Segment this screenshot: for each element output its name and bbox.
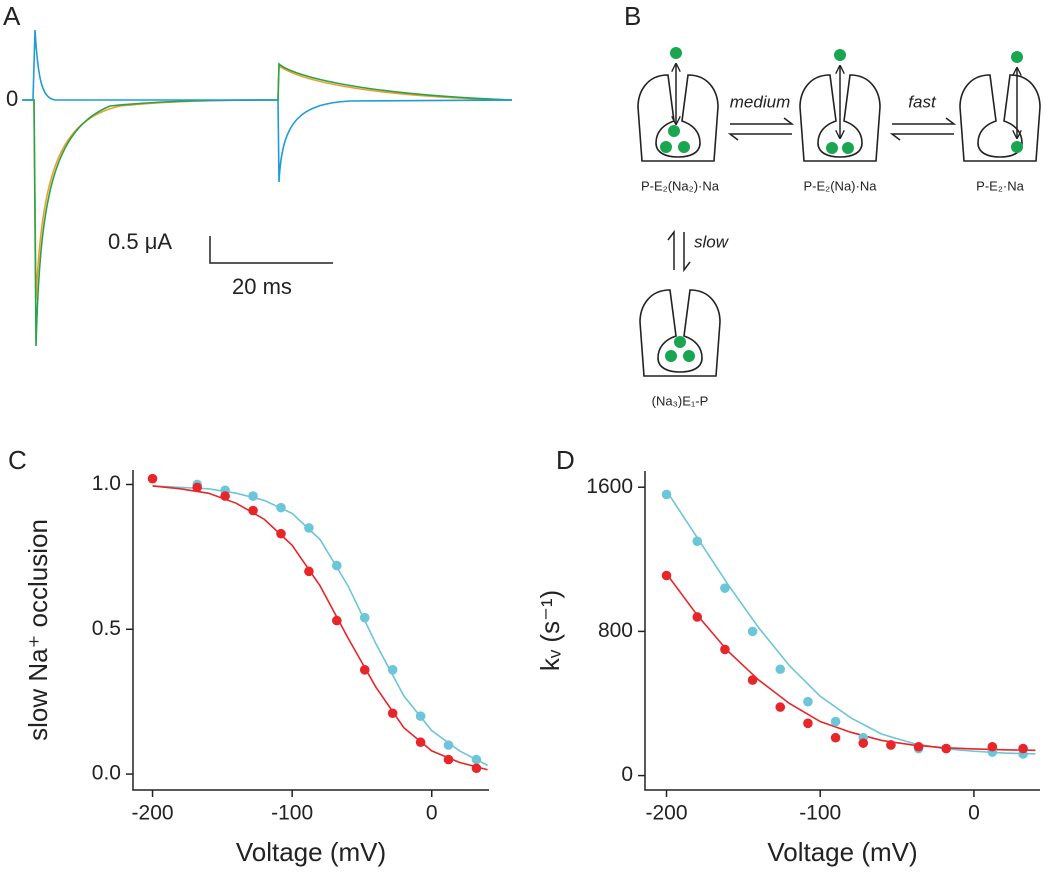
panel-label: A — [3, 1, 21, 31]
data-point — [830, 732, 841, 743]
data-point — [941, 743, 952, 754]
state-label: P-E₂·Na — [976, 178, 1024, 193]
trace — [22, 29, 513, 183]
panel-label: B — [624, 1, 641, 31]
data-point — [415, 737, 426, 748]
state-shape — [639, 289, 721, 377]
rate-label: fast — [908, 92, 937, 111]
arrows — [667, 64, 1017, 273]
y-tick-label: 0.5 — [92, 617, 121, 640]
zero-label: 0 — [6, 86, 18, 111]
rate-label: slow — [694, 232, 730, 251]
data-point — [830, 716, 841, 727]
diagram: P-E₂(Na₂)·Na P-E₂(Na)·Na P-E₂·Na (Na₃)E₁… — [637, 47, 1041, 408]
data-point — [747, 626, 758, 637]
traces — [22, 29, 513, 347]
x-tick-label: -100 — [271, 802, 313, 825]
fit-line — [665, 490, 1036, 755]
data-point — [332, 560, 342, 571]
data-point — [415, 711, 426, 721]
x-axis-label: Voltage (mV) — [767, 837, 917, 867]
y-tick-label: 1.0 — [92, 472, 121, 495]
data-point — [359, 665, 370, 675]
data-point — [220, 491, 230, 501]
data-point — [720, 583, 730, 593]
data-point — [276, 528, 286, 539]
data-point — [775, 664, 786, 675]
axis — [644, 471, 1040, 791]
state-shape — [959, 74, 1041, 162]
data-point — [304, 566, 314, 577]
fit-line — [152, 485, 488, 771]
data-point — [387, 708, 398, 719]
data-point — [443, 754, 454, 765]
data-point — [747, 675, 758, 685]
x-axis-label: Voltage (mV) — [236, 837, 386, 867]
scale-bar — [209, 236, 333, 264]
data-point — [471, 763, 482, 774]
data-point — [692, 536, 703, 547]
x-tick-label: -200 — [646, 802, 688, 825]
scale-label: 20 ms — [232, 274, 292, 299]
data-point — [692, 612, 703, 622]
data-point — [471, 754, 482, 765]
ions — [660, 47, 1023, 362]
data-point — [720, 644, 730, 655]
panel-label: C — [8, 445, 27, 475]
y-axis-label: kᵥ (s⁻¹) — [535, 590, 565, 671]
data-point — [443, 740, 454, 750]
data-point — [332, 615, 342, 626]
data-point — [661, 489, 672, 500]
x-tick-label: 0 — [426, 802, 438, 825]
y-tick-label: 0.0 — [92, 762, 121, 785]
state-shape — [637, 74, 719, 162]
data-point — [913, 741, 924, 752]
y-tick-label: 1600 — [586, 475, 633, 498]
state-label: (Na₃)E₁-P — [652, 393, 709, 408]
x-tick-label: 0 — [968, 802, 980, 825]
y-tick-label: 0 — [621, 763, 633, 786]
data-point — [1018, 743, 1028, 754]
data-point — [276, 502, 286, 513]
fit-line — [665, 573, 1036, 752]
data-point — [192, 482, 203, 493]
data-point — [248, 505, 258, 516]
panel-label: D — [556, 445, 575, 475]
data-point — [387, 665, 398, 675]
data-point — [858, 738, 869, 748]
rate-label: medium — [730, 92, 790, 111]
x-tick-label: -200 — [132, 802, 174, 825]
fit-line — [152, 485, 488, 767]
data-point — [248, 491, 258, 501]
x-tick-label: -100 — [799, 802, 841, 825]
data-point — [775, 702, 786, 712]
y-tick-label: 800 — [598, 619, 633, 642]
state-label: P-E₂(Na)·Na — [804, 178, 878, 193]
data-point — [147, 473, 158, 484]
state-label: P-E₂(Na₂)·Na — [641, 178, 720, 193]
data-point — [886, 740, 896, 750]
y-axis-label: slow Na⁺ occlusion — [23, 519, 53, 741]
data-point — [359, 612, 370, 623]
axis — [132, 470, 489, 791]
trace — [22, 62, 513, 347]
scale-label: 0.5 μA — [108, 229, 172, 254]
data-point — [803, 696, 813, 707]
data-point — [304, 523, 314, 533]
data-point — [803, 718, 813, 729]
data-point — [661, 570, 672, 581]
data-point — [987, 741, 998, 752]
